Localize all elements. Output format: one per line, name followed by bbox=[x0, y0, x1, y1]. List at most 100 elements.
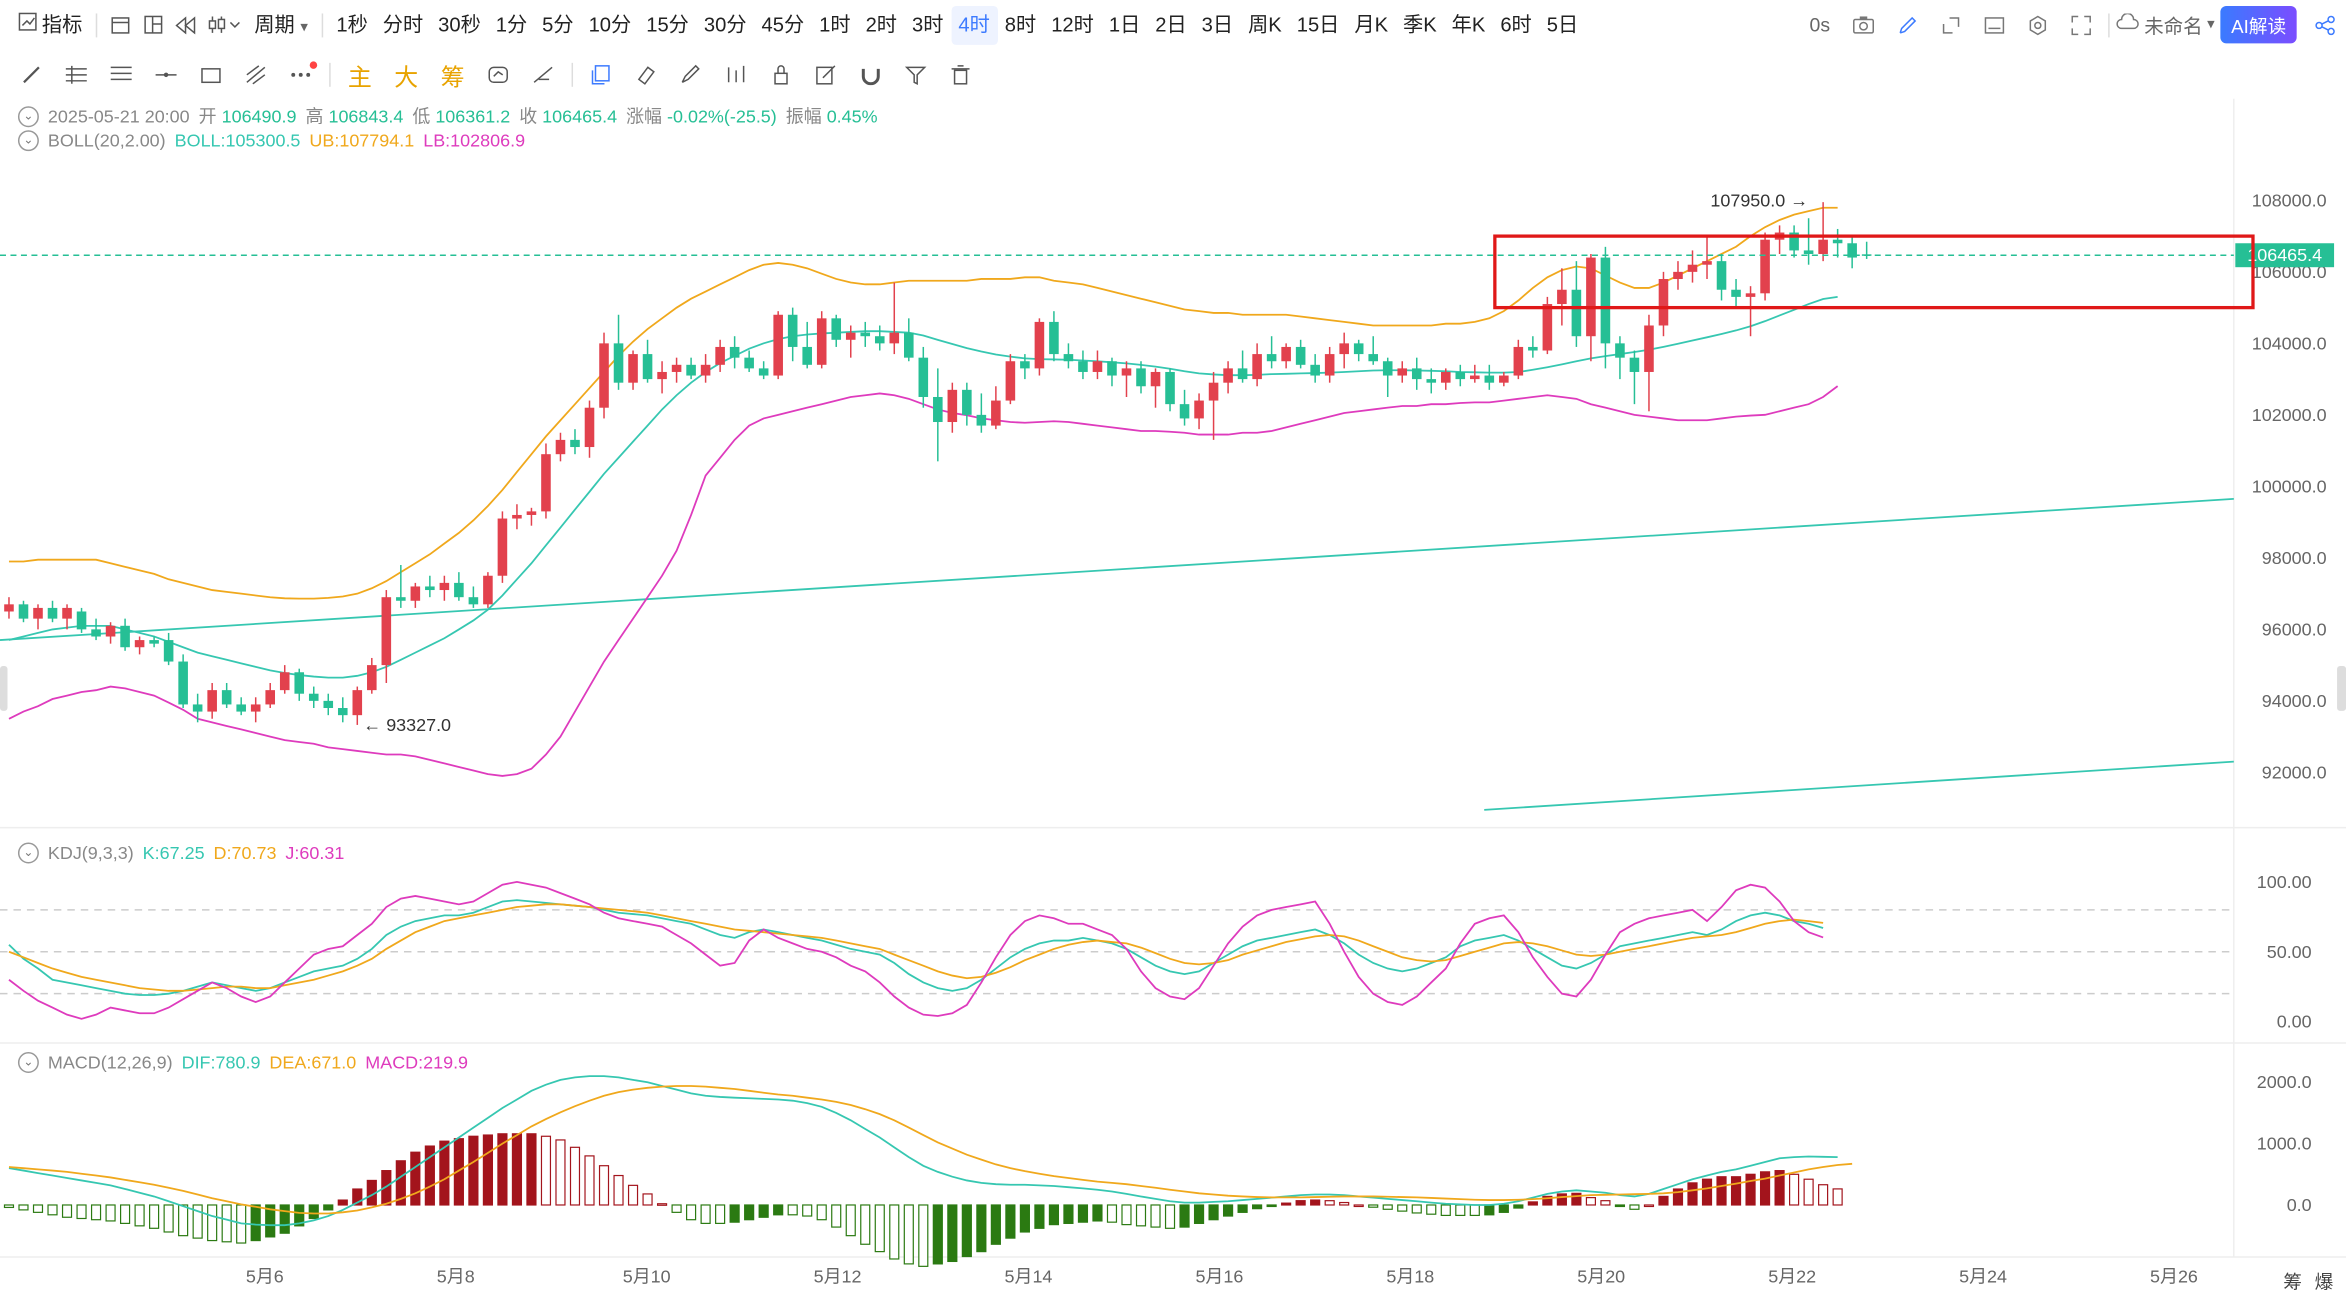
period-option[interactable]: 1日 bbox=[1108, 12, 1141, 36]
kdj-name[interactable]: KDJ(9,3,3) bbox=[47, 842, 134, 864]
candle bbox=[1252, 343, 1262, 387]
macd-histogram-bar bbox=[1193, 1204, 1205, 1224]
separator bbox=[95, 12, 98, 37]
candle bbox=[570, 429, 580, 455]
period-option[interactable]: 周K bbox=[1248, 12, 1282, 36]
brush-icon[interactable] bbox=[669, 54, 714, 96]
macd-histogram-bar bbox=[1658, 1195, 1669, 1206]
chip-button[interactable]: 筹 bbox=[440, 65, 465, 92]
period-option[interactable]: 15分 bbox=[646, 12, 689, 36]
expand-icon[interactable] bbox=[1929, 5, 1972, 44]
layout-icon[interactable] bbox=[136, 5, 169, 44]
pitchfork-icon[interactable] bbox=[233, 54, 278, 96]
camera-icon[interactable] bbox=[1842, 5, 1885, 44]
candle-type-icon[interactable] bbox=[202, 5, 247, 44]
main-chart-button[interactable]: 主 bbox=[347, 65, 372, 92]
period-option[interactable]: 2日 bbox=[1155, 12, 1187, 36]
top-right-toolbar: 0s 未命名 ▾ AI解读 bbox=[1810, 0, 2346, 49]
period-option[interactable]: 10分 bbox=[588, 12, 632, 36]
bar-pattern-icon[interactable] bbox=[714, 54, 759, 96]
screen-icon[interactable] bbox=[1972, 5, 2015, 44]
period-option[interactable]: 30秒 bbox=[438, 12, 481, 36]
last-price-label: 106465.4 bbox=[2247, 245, 2322, 265]
macd-histogram-bar bbox=[424, 1145, 435, 1206]
macd-name[interactable]: MACD(12,26,9) bbox=[47, 1052, 173, 1073]
candle bbox=[991, 386, 1001, 430]
period-option[interactable]: 15日 bbox=[1296, 12, 1340, 36]
period-option[interactable]: 分时 bbox=[382, 12, 424, 36]
rectangle-tool-icon[interactable] bbox=[189, 54, 234, 96]
period-option[interactable]: 年K bbox=[1451, 12, 1486, 36]
boll-name[interactable]: BOLL(20,2.00) bbox=[47, 130, 166, 152]
collapse-icon[interactable]: ⌄ bbox=[17, 842, 39, 864]
big-order-button[interactable]: 大 bbox=[394, 65, 419, 92]
period-option[interactable]: 月K bbox=[1354, 12, 1389, 36]
share-icon[interactable] bbox=[2303, 5, 2346, 44]
cloud-save-button[interactable]: 未命名 ▾ bbox=[2116, 10, 2215, 38]
gear-icon[interactable] bbox=[2016, 5, 2059, 44]
more-tools-icon[interactable] bbox=[278, 54, 323, 96]
pencil-icon[interactable] bbox=[1885, 5, 1928, 44]
candle-body bbox=[991, 400, 1001, 426]
calendar-icon[interactable] bbox=[103, 5, 136, 44]
period-option[interactable]: 12时 bbox=[1051, 12, 1094, 36]
copy-icon[interactable] bbox=[579, 54, 624, 96]
filter-icon[interactable] bbox=[893, 54, 938, 96]
collapse-icon[interactable]: ⌄ bbox=[17, 130, 39, 152]
period-option[interactable]: 3时 bbox=[911, 12, 944, 36]
macd-histogram-bar bbox=[787, 1204, 798, 1216]
candle-body bbox=[468, 597, 479, 605]
candle bbox=[1687, 250, 1698, 283]
hide-drawing-icon[interactable] bbox=[521, 54, 566, 96]
period-option[interactable]: 8时 bbox=[1004, 12, 1037, 36]
period-option[interactable]: 5日 bbox=[1546, 12, 1579, 36]
magnet-icon[interactable] bbox=[848, 54, 893, 96]
amplitude-value: 0.45% bbox=[826, 106, 878, 128]
candle bbox=[1745, 286, 1756, 337]
candle-body bbox=[1020, 361, 1030, 369]
period-option[interactable]: 季K bbox=[1403, 12, 1437, 36]
horizontal-line-icon[interactable] bbox=[144, 54, 189, 96]
burst-tab[interactable]: 爆 bbox=[2314, 1272, 2334, 1293]
period-option[interactable]: 4时 bbox=[950, 5, 998, 45]
period-option[interactable]: 3日 bbox=[1201, 12, 1234, 36]
eraser-icon[interactable] bbox=[624, 54, 669, 96]
fullscreen-icon[interactable] bbox=[2059, 5, 2102, 44]
candle bbox=[497, 511, 508, 583]
collapse-icon[interactable]: ⌄ bbox=[17, 1052, 39, 1073]
rewind-icon[interactable] bbox=[169, 5, 202, 44]
indicator-button[interactable]: 指标 bbox=[0, 5, 90, 44]
macd-histogram-bar bbox=[889, 1204, 900, 1260]
period-option[interactable]: 5分 bbox=[542, 12, 574, 36]
period-option[interactable]: 1分 bbox=[495, 12, 528, 36]
sync-icon[interactable] bbox=[476, 54, 521, 96]
period-option[interactable]: 1秒 bbox=[336, 12, 368, 36]
period-option[interactable]: 1时 bbox=[819, 12, 851, 36]
boll-ub-value: UB:107794.1 bbox=[309, 130, 415, 152]
period-option[interactable]: 30分 bbox=[703, 12, 747, 36]
fib-lines-icon[interactable] bbox=[99, 54, 144, 96]
candle bbox=[1295, 339, 1306, 369]
ai-analysis-button[interactable]: AI解读 bbox=[2220, 5, 2297, 44]
candle bbox=[1165, 368, 1175, 412]
candle-body bbox=[657, 371, 667, 380]
collapse-icon[interactable]: ⌄ bbox=[17, 105, 39, 127]
parallel-channel-icon[interactable] bbox=[54, 54, 99, 96]
candle bbox=[1078, 350, 1088, 380]
trash-icon[interactable] bbox=[938, 54, 983, 96]
macd-histogram-bar bbox=[990, 1204, 1001, 1245]
chip-tab[interactable]: 筹 bbox=[2283, 1272, 2302, 1293]
candle-body bbox=[1310, 364, 1320, 376]
period-option[interactable]: 6时 bbox=[1500, 12, 1532, 36]
line-tool-icon[interactable] bbox=[9, 54, 54, 96]
candle-body bbox=[367, 665, 377, 691]
period-dropdown[interactable]: 周期 ▾ bbox=[254, 12, 308, 36]
candle-body bbox=[265, 690, 276, 705]
edit-note-icon[interactable] bbox=[803, 54, 848, 96]
lock-icon[interactable] bbox=[759, 54, 804, 96]
period-option[interactable]: 2时 bbox=[865, 12, 898, 36]
period-option[interactable]: 45分 bbox=[761, 12, 805, 36]
y-tick-label: 102000.0 bbox=[2252, 405, 2327, 425]
candle-body bbox=[323, 700, 334, 709]
